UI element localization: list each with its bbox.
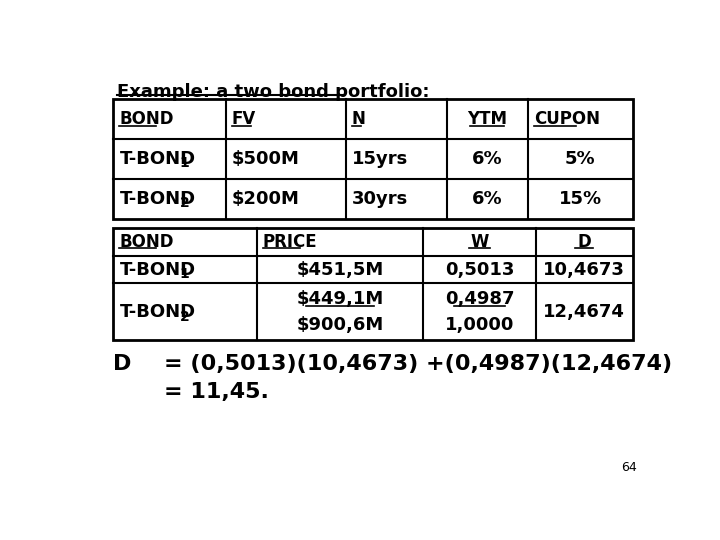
Text: = 11,45.: = 11,45. (163, 382, 269, 402)
Text: 1,0000: 1,0000 (445, 316, 514, 334)
Text: PRICE: PRICE (263, 233, 318, 251)
Text: YTM: YTM (467, 110, 507, 127)
Text: 2: 2 (180, 309, 189, 323)
Text: 0,5013: 0,5013 (445, 261, 514, 279)
Text: $200M: $200M (232, 190, 300, 208)
Text: D: D (577, 233, 591, 251)
Text: W: W (470, 233, 489, 251)
Text: 10,4673: 10,4673 (543, 261, 625, 279)
Text: 1: 1 (180, 157, 189, 170)
Text: T-BOND: T-BOND (120, 261, 196, 279)
Text: T-BOND: T-BOND (120, 150, 196, 168)
Text: 12,4674: 12,4674 (543, 303, 625, 321)
Text: Example: a two bond portfolio:: Example: a two bond portfolio: (117, 83, 430, 100)
Text: T-BOND: T-BOND (120, 190, 196, 208)
Text: BOND: BOND (120, 110, 174, 127)
Text: 1: 1 (180, 267, 189, 281)
Text: = (0,5013)(10,4673) +(0,4987)(12,4674): = (0,5013)(10,4673) +(0,4987)(12,4674) (163, 354, 672, 374)
Text: 30yrs: 30yrs (352, 190, 408, 208)
Text: 6%: 6% (472, 190, 503, 208)
Text: $449,1M: $449,1M (297, 290, 384, 308)
Text: CUPON: CUPON (534, 110, 600, 127)
Text: 15%: 15% (559, 190, 602, 208)
Text: 6%: 6% (472, 150, 503, 168)
Text: $900,6M: $900,6M (297, 316, 384, 334)
Text: N: N (352, 110, 366, 127)
Text: 2: 2 (180, 197, 189, 211)
Text: 0,4987: 0,4987 (445, 290, 514, 308)
Text: $500M: $500M (232, 150, 300, 168)
Text: BOND: BOND (120, 233, 174, 251)
Text: 64: 64 (621, 462, 636, 475)
Text: 5%: 5% (565, 150, 595, 168)
Text: $451,5M: $451,5M (297, 261, 384, 279)
Text: T-BOND: T-BOND (120, 303, 196, 321)
Text: D: D (113, 354, 132, 374)
Text: 15yrs: 15yrs (352, 150, 408, 168)
Text: FV: FV (232, 110, 256, 127)
